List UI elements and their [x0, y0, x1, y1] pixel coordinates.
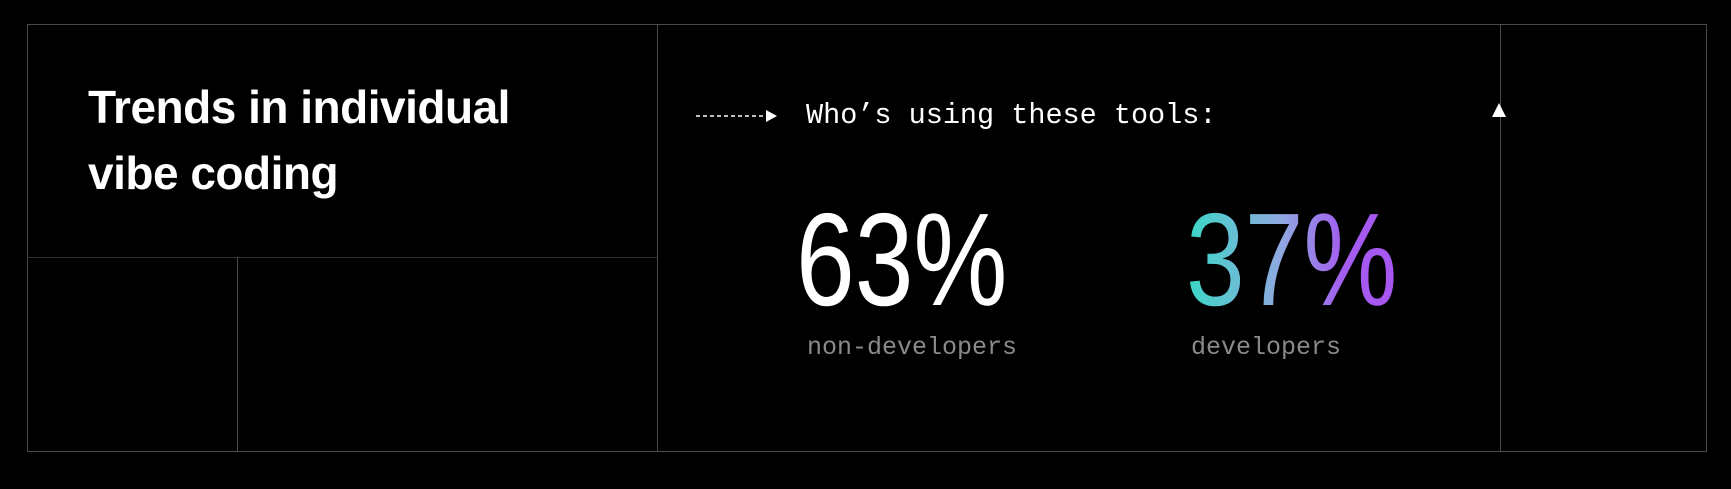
section-heading: Who’s using these tools:	[806, 99, 1217, 132]
triangle-up-icon	[1492, 103, 1506, 117]
divider-vertical-right	[1500, 24, 1501, 452]
frame-bottom-border	[27, 451, 1707, 452]
stat-label-developers: developers	[1191, 333, 1342, 362]
frame-right-border	[1706, 24, 1707, 452]
title-line-1: Trends in individual	[88, 81, 510, 133]
frame-left-border	[27, 24, 28, 452]
divider-horizontal-left	[27, 257, 657, 258]
title-line-2: vibe coding	[88, 147, 339, 199]
stat-value-non-developers: 63%	[796, 186, 1008, 333]
divider-vertical-main	[657, 24, 658, 452]
frame-top-border	[27, 24, 1707, 25]
divider-vertical-lower-left	[237, 257, 238, 452]
page-title: Trends in individual vibe coding	[88, 74, 510, 206]
dashed-arrow-right-icon	[696, 110, 777, 122]
stat-label-non-developers: non-developers	[807, 333, 1018, 362]
stat-value-developers: 37%	[1186, 186, 1398, 333]
